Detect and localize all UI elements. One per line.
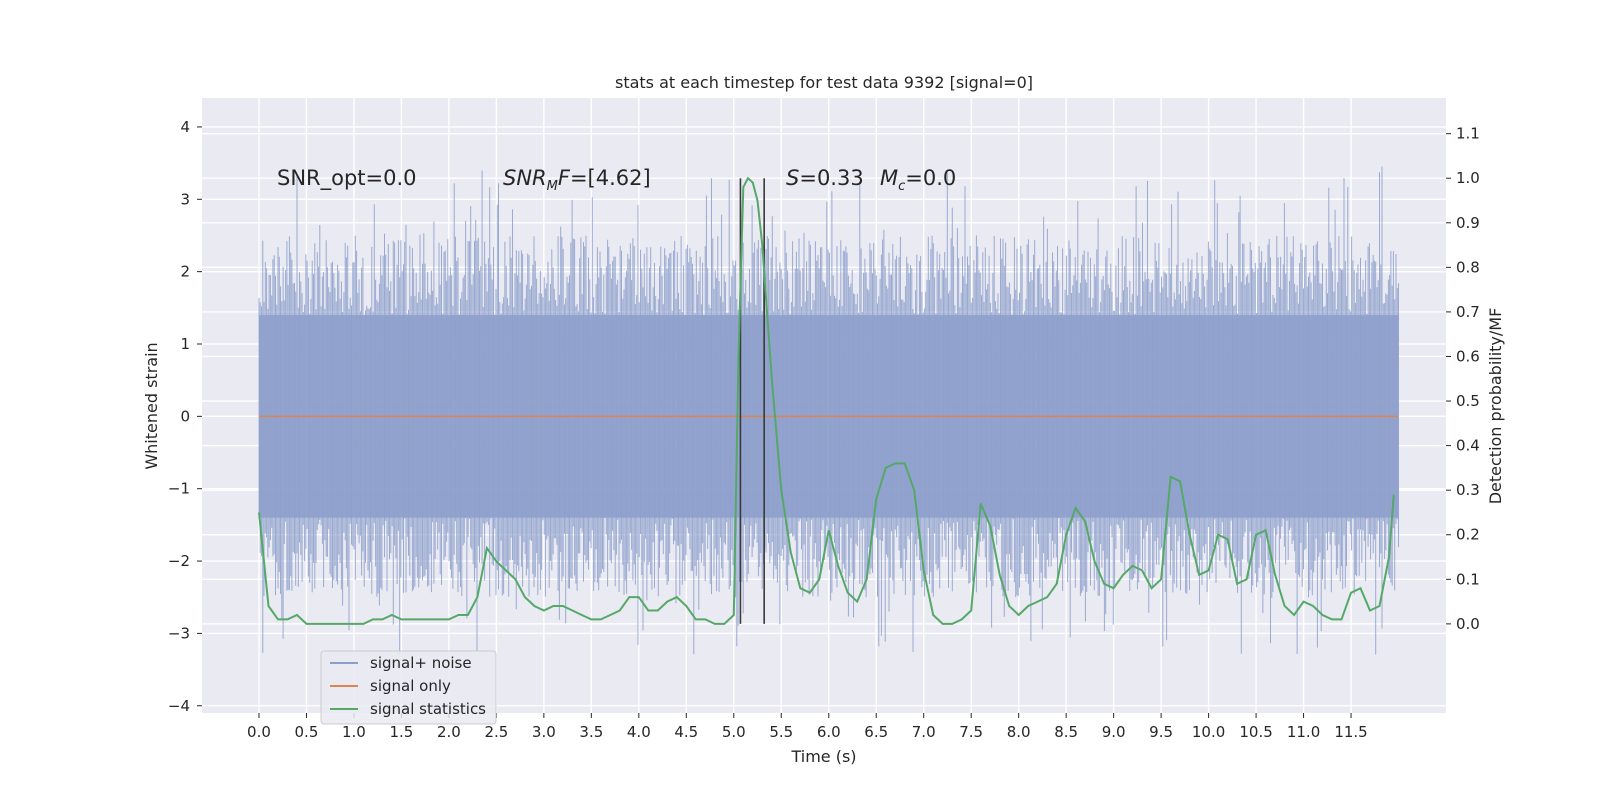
y-left-tick-label-2: 2 [180, 263, 190, 281]
x-tick-label-12: 6.0 [817, 723, 841, 741]
y-axis-left-label: Whitened strain [142, 342, 161, 469]
y-axis-right-ticks: 1.1 1.0 0.9 0.8 0.7 0.6 0.5 0.4 0.3 0.2 0.1 0.0 [1446, 125, 1480, 633]
series-signal-statistics-line [258, 176, 1395, 625]
x-tick-label-15: 7.5 [959, 723, 983, 741]
y-left-tick-label-1: 3 [180, 190, 190, 208]
y-left-tick-label-0: 4 [180, 118, 190, 136]
y-left-tick-label-4: 0 [180, 407, 190, 425]
y-right-tick-label-8: 0.3 [1456, 481, 1480, 499]
annotation-snr-opt: SNR_opt=0.0 [277, 166, 417, 191]
x-tick-label-2: 1.0 [342, 723, 366, 741]
legend-label-signal-plus-noise: signal+ noise [370, 654, 472, 672]
legend-label-signal-only: signal only [370, 677, 451, 695]
x-tick-label-18: 9.0 [1102, 723, 1126, 741]
x-tick-label-17: 8.5 [1054, 723, 1078, 741]
legend: signal+ noise signal only signal statist… [320, 650, 497, 725]
y-right-tick-label-7: 0.4 [1456, 437, 1480, 455]
y-axis-right-label: Detection probability/MF [1486, 308, 1505, 505]
y-right-tick-label-2: 0.9 [1456, 214, 1480, 232]
x-tick-label-0: 0.0 [247, 723, 271, 741]
y-right-tick-label-10: 0.1 [1456, 570, 1480, 588]
annotation-snr-mf-mid: F [558, 166, 571, 190]
y-left-tick-label-3: 1 [180, 335, 190, 353]
annotation-mc: Mc=0.0 [880, 166, 956, 194]
y-right-tick-label-0: 1.1 [1456, 125, 1480, 143]
x-tick-label-4: 2.0 [437, 723, 461, 741]
x-tick-label-13: 6.5 [864, 723, 888, 741]
noise-spikes [258, 166, 1399, 655]
x-axis-label: Time (s) [790, 747, 856, 766]
x-tick-label-20: 10.0 [1192, 723, 1225, 741]
annotation-snr-mf-sub: M [547, 179, 558, 194]
y-right-tick-label-1: 1.0 [1456, 169, 1480, 187]
y-right-tick-label-6: 0.5 [1456, 392, 1480, 410]
x-tick-label-23: 11.5 [1334, 723, 1367, 741]
x-tick-label-5: 2.5 [484, 723, 508, 741]
y-right-tick-label-3: 0.8 [1456, 258, 1480, 276]
x-tick-label-8: 4.0 [627, 723, 651, 741]
y-left-tick-label-8: −4 [168, 697, 190, 715]
annotation-s-value: =0.33 [799, 166, 863, 190]
x-tick-label-10: 5.0 [722, 723, 746, 741]
annotation-mc-sub: c [898, 179, 905, 194]
x-axis-ticks: 0.0 0.5 1.0 1.5 2.0 2.5 3.0 3.5 4.0 4.5 5.0 5.5 6.0 6… [247, 713, 1368, 741]
annotation-snr-mf-value: =[4.62] [570, 166, 651, 190]
x-tick-label-21: 10.5 [1239, 723, 1272, 741]
x-tick-label-19: 9.5 [1149, 723, 1173, 741]
legend-label-signal-statistics: signal statistics [370, 700, 486, 718]
y-right-tick-label-5: 0.6 [1456, 347, 1480, 365]
x-tick-label-9: 4.5 [674, 723, 698, 741]
annotations: SNR_opt=0.0 SNRMF=[4.62] S=0.33 Mc=0.0 [277, 166, 956, 194]
x-tick-label-6: 3.0 [532, 723, 556, 741]
y-axis-left-ticks: 4 3 2 1 0 −1 −2 −3 −4 [168, 118, 202, 715]
annotation-mc-symbol: M [880, 166, 898, 190]
annotation-snr-mf-prefix: SNR [503, 166, 547, 190]
x-tick-label-22: 11.0 [1287, 723, 1320, 741]
y-left-tick-label-6: −2 [168, 552, 190, 570]
x-tick-label-16: 8.0 [1007, 723, 1031, 741]
y-right-tick-label-11: 0.0 [1456, 615, 1480, 633]
vertical-markers [739, 178, 765, 624]
x-tick-label-14: 7.0 [912, 723, 936, 741]
annotation-mc-value: =0.0 [905, 166, 956, 190]
chart-title: stats at each timestep for test data 939… [615, 73, 1033, 92]
x-tick-label-11: 5.5 [769, 723, 793, 741]
x-tick-label-3: 1.5 [389, 723, 413, 741]
annotation-s: S=0.33 [786, 166, 864, 190]
y-right-tick-label-9: 0.2 [1456, 526, 1480, 544]
y-left-tick-label-7: −3 [168, 624, 190, 642]
legend-box [320, 650, 497, 725]
x-tick-label-7: 3.5 [579, 723, 603, 741]
x-tick-label-1: 0.5 [295, 723, 319, 741]
annotation-s-symbol: S [786, 166, 799, 190]
y-right-tick-label-4: 0.7 [1456, 303, 1480, 321]
annotation-snr-mf: SNRMF=[4.62] [503, 166, 651, 194]
y-left-tick-label-5: −1 [168, 480, 190, 498]
